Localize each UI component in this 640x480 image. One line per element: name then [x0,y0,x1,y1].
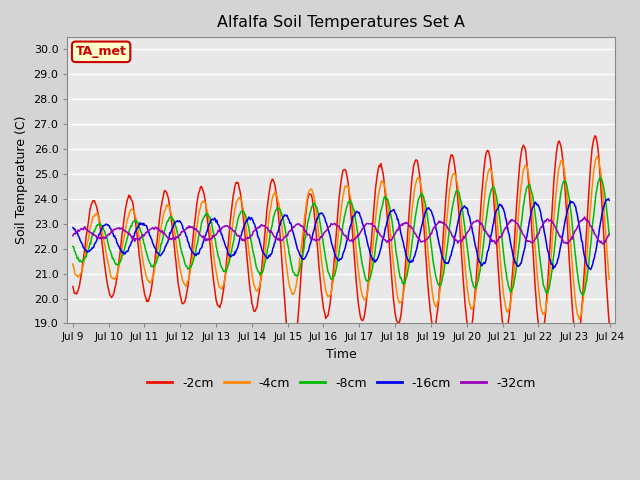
-4cm [188,256,196,262]
-4cm [605,276,613,282]
Line: -16cm: -16cm [73,199,609,270]
-2cm [287,357,295,362]
-4cm [422,221,429,227]
Y-axis label: Soil Temperature (C): Soil Temperature (C) [15,116,28,244]
-8cm [79,259,86,265]
-8cm [69,243,77,249]
-32cm [69,233,77,239]
-16cm [69,225,77,230]
-16cm [605,196,612,202]
-16cm [188,249,196,255]
-4cm [69,261,77,267]
-16cm [134,224,141,230]
-16cm [406,259,414,265]
-2cm [69,284,77,289]
Line: -8cm: -8cm [73,177,609,295]
-32cm [605,231,613,237]
-2cm [79,263,86,268]
-2cm [591,133,599,139]
-32cm [492,241,500,247]
-4cm [134,224,141,229]
-32cm [422,237,429,243]
Line: -2cm: -2cm [73,136,609,360]
-8cm [579,292,587,298]
-8cm [188,262,196,267]
-32cm [406,224,414,229]
-2cm [188,243,196,249]
-16cm [79,242,86,248]
Title: Alfalfa Soil Temperatures Set A: Alfalfa Soil Temperatures Set A [218,15,465,30]
Legend: -2cm, -4cm, -8cm, -16cm, -32cm: -2cm, -4cm, -8cm, -16cm, -32cm [142,372,541,395]
-16cm [587,267,595,273]
-8cm [217,262,225,268]
-16cm [605,197,613,203]
-32cm [188,224,196,230]
-2cm [422,261,430,266]
-2cm [134,238,141,243]
-8cm [406,255,414,261]
-32cm [217,227,225,232]
Text: TA_met: TA_met [76,45,127,59]
-8cm [596,174,604,180]
-32cm [134,236,141,242]
-16cm [422,208,429,214]
-4cm [593,154,601,159]
-2cm [407,189,415,195]
-32cm [79,227,86,232]
-4cm [406,228,414,234]
Line: -4cm: -4cm [73,156,609,319]
-8cm [134,219,141,225]
-8cm [605,232,613,238]
-4cm [575,316,583,322]
X-axis label: Time: Time [326,348,356,361]
-32cm [580,214,588,220]
Line: -32cm: -32cm [73,217,609,244]
-8cm [422,203,429,209]
-2cm [217,301,225,307]
-4cm [79,265,86,271]
-16cm [217,228,225,234]
-4cm [217,285,225,291]
-2cm [605,320,613,325]
